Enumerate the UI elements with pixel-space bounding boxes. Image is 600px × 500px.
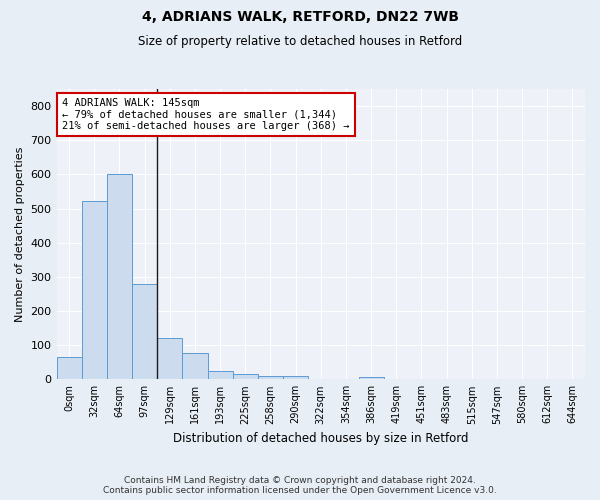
Bar xyxy=(157,338,182,380)
Bar xyxy=(258,376,283,380)
Bar xyxy=(359,376,383,380)
Bar xyxy=(132,284,157,380)
Bar xyxy=(233,374,258,380)
Y-axis label: Number of detached properties: Number of detached properties xyxy=(15,146,25,322)
Text: Contains HM Land Registry data © Crown copyright and database right 2024.
Contai: Contains HM Land Registry data © Crown c… xyxy=(103,476,497,495)
Bar xyxy=(208,371,233,380)
Bar xyxy=(107,174,132,380)
Text: 4 ADRIANS WALK: 145sqm
← 79% of detached houses are smaller (1,344)
21% of semi-: 4 ADRIANS WALK: 145sqm ← 79% of detached… xyxy=(62,98,349,131)
Bar xyxy=(56,357,82,380)
Text: 4, ADRIANS WALK, RETFORD, DN22 7WB: 4, ADRIANS WALK, RETFORD, DN22 7WB xyxy=(142,10,458,24)
Bar xyxy=(82,201,107,380)
Bar xyxy=(182,352,208,380)
Text: Size of property relative to detached houses in Retford: Size of property relative to detached ho… xyxy=(138,35,462,48)
Bar xyxy=(283,376,308,380)
X-axis label: Distribution of detached houses by size in Retford: Distribution of detached houses by size … xyxy=(173,432,469,445)
